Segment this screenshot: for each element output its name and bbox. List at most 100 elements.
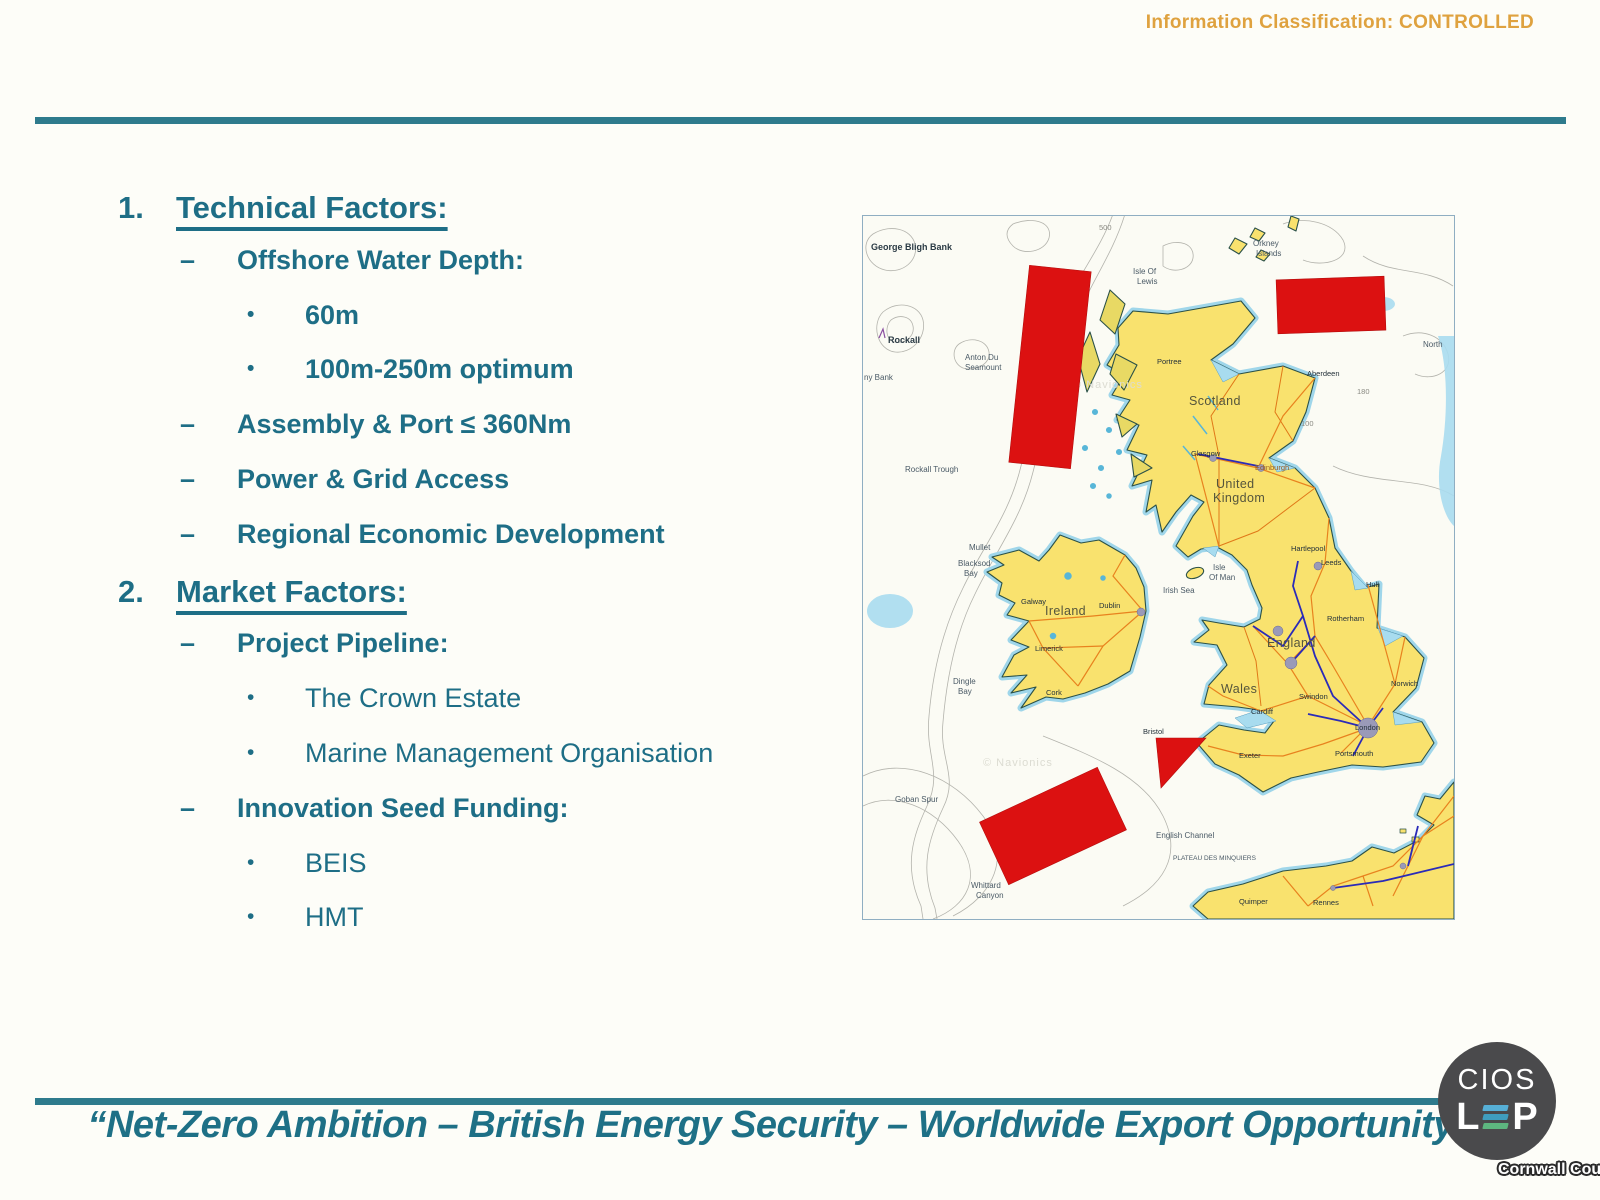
- map-label-of-man: Of Man: [1209, 573, 1235, 582]
- dash-bullet: –: [180, 244, 196, 275]
- map-label-scotland: Scotland: [1189, 394, 1241, 408]
- outline-item-hmt: • HMT: [247, 902, 364, 933]
- map-label-bristol: Bristol: [1143, 727, 1164, 736]
- estuaries: [1202, 359, 1422, 729]
- red-zone-north-sea: [1275, 275, 1387, 335]
- map-label-cork: Cork: [1046, 688, 1062, 697]
- map-label-exeter: Exeter: [1239, 751, 1261, 760]
- map-depth-label: 180: [1357, 387, 1370, 396]
- logo-letter-l: L: [1456, 1096, 1480, 1138]
- map-label-irish-sea: Irish Sea: [1163, 586, 1195, 595]
- red-zone-west-of-hebrides: [1008, 264, 1092, 470]
- map-label-england: England: [1267, 636, 1316, 650]
- outline-item-60m: • 60m: [247, 299, 360, 330]
- map-label-isle-of: Isle Of: [1133, 267, 1157, 276]
- outline-item-project-pipeline: – Project Pipeline:: [180, 628, 449, 659]
- map-label-orkney-islands: Islands: [1256, 249, 1281, 258]
- map-label-george-bligh-bank: George Bligh Bank: [871, 242, 953, 252]
- isle-of-man-land: [1185, 566, 1205, 580]
- dash-bullet: –: [180, 463, 196, 494]
- map-label-whittard-canyon: Canyon: [976, 891, 1004, 900]
- outline-item-innovation-seed-funding: – Innovation Seed Funding:: [180, 792, 569, 823]
- outline-item-assembly-port: – Assembly & Port ≤ 360Nm: [180, 409, 572, 440]
- map-label-rennes: Rennes: [1313, 898, 1339, 907]
- slide-outline: 1. Technical Factors: – Offshore Water Dep…: [118, 190, 713, 957]
- bottom-divider-rule: [35, 1098, 1443, 1105]
- dot-bullet: •: [247, 740, 255, 764]
- map-label-london: London: [1355, 723, 1380, 732]
- map-label-portree: Portree: [1157, 357, 1182, 366]
- map-label-bank-partial: ny Bank: [864, 373, 894, 382]
- list-number: 1.: [118, 190, 144, 225]
- map-labels: 500 George Bligh Bank Orkney Islands Isl…: [864, 223, 1443, 907]
- map-label-wales: Wales: [1221, 682, 1257, 696]
- outline-item-offshore-water-depth: – Offshore Water Depth:: [180, 244, 525, 275]
- map-label-galway: Galway: [1021, 597, 1046, 606]
- landmasses: [986, 216, 1454, 919]
- london-marker: [1357, 717, 1379, 739]
- map-label-plateau-des-minquiers: PLATEAU DES MINQUIERS: [1173, 855, 1257, 862]
- map-label-edinburgh: Edinburgh: [1255, 463, 1289, 472]
- outline-item-beis: • BEIS: [247, 847, 367, 878]
- map-label-seamount: Seamount: [965, 363, 1002, 372]
- map-label-swindon: Swindon: [1299, 692, 1328, 701]
- map-label-aberdeen: Aberdeen: [1307, 369, 1340, 378]
- dot-bullet: •: [247, 850, 255, 874]
- rockall-marker: [878, 327, 886, 339]
- outline-item-power-grid: – Power & Grid Access: [180, 463, 510, 494]
- map-label-norwich: Norwich: [1391, 679, 1418, 688]
- map-label-cardiff: Cardiff: [1251, 707, 1274, 716]
- cios-lep-logo-line2: L P: [1456, 1098, 1538, 1136]
- red-zone-celtic-sea: [979, 766, 1127, 886]
- map-label-anton-du: Anton Du: [965, 353, 998, 362]
- classification-banner: Information Classification: CONTROLLED: [1145, 12, 1534, 33]
- dash-bullet: –: [180, 518, 196, 549]
- outline-item-regional-economic: – Regional Economic Development: [180, 518, 665, 549]
- map-label-lewis: Lewis: [1137, 277, 1157, 286]
- map-label-english-channel: English Channel: [1156, 831, 1214, 840]
- map-label-rockall: Rockall: [888, 335, 920, 345]
- map-watermark: © Navionics: [983, 757, 1053, 769]
- map-label-hartlepool: Hartlepool: [1291, 544, 1326, 553]
- region-borders: [1210, 365, 1316, 707]
- map-watermark: © Navionics: [1073, 379, 1143, 391]
- map-label-quimper: Quimper: [1239, 897, 1268, 906]
- orkney-shetland: [1228, 216, 1300, 262]
- map-label-whittard: Whittard: [971, 881, 1001, 890]
- red-offshore-zones: [979, 264, 1387, 886]
- dot-bullet: •: [247, 357, 255, 381]
- map-label-limerick: Limerick: [1035, 644, 1063, 653]
- map-label-kingdom: Kingdom: [1213, 491, 1265, 505]
- map-label-goban-spur: Goban Spur: [895, 795, 938, 804]
- map-label-blacksod-bay: Bay: [964, 569, 978, 578]
- hebrides: [1077, 289, 1153, 478]
- map-label-ireland: Ireland: [1045, 604, 1086, 618]
- outline-item-100m-250m: • 100m-250m optimum: [247, 354, 574, 385]
- footer-quote: “Net-Zero Ambition – British Energy Secu…: [87, 1104, 1473, 1146]
- map-depth-label: 100: [1301, 419, 1314, 428]
- cios-lep-logo-line1: CIOS: [1457, 1064, 1537, 1096]
- map-label-rockall-trough: Rockall Trough: [905, 465, 958, 474]
- map-label-leeds: Leeds: [1321, 558, 1342, 567]
- city-markers: [1136, 454, 1407, 891]
- outline-item-marine-management: • Marine Management Organisation: [247, 737, 714, 768]
- dash-bullet: –: [180, 628, 196, 659]
- map-label-isle: Isle: [1213, 563, 1226, 572]
- cornwall-council-wordmark: Cornwall Council: [1498, 1161, 1600, 1178]
- list-number: 2.: [118, 573, 144, 609]
- map-label-orkney: Orkney: [1253, 239, 1279, 248]
- map-label-united: United: [1216, 477, 1255, 491]
- dash-bullet: –: [180, 409, 196, 440]
- dot-bullet: •: [247, 905, 255, 929]
- logo-e-bars-icon: [1482, 1105, 1510, 1129]
- map-depth-label: 500: [1099, 223, 1112, 232]
- map-label-dingle: Dingle: [953, 677, 976, 686]
- map-label-rotherham: Rotherham: [1327, 614, 1364, 623]
- map-label-dublin: Dublin: [1099, 601, 1120, 610]
- map-label-hull: Hull: [1366, 580, 1379, 589]
- outline-item-technical-factors: 1. Technical Factors:: [118, 190, 448, 225]
- outline-item-market-factors: 2. Market Factors:: [118, 573, 407, 609]
- map-label-north: North: [1423, 340, 1443, 349]
- dot-bullet: •: [247, 686, 255, 710]
